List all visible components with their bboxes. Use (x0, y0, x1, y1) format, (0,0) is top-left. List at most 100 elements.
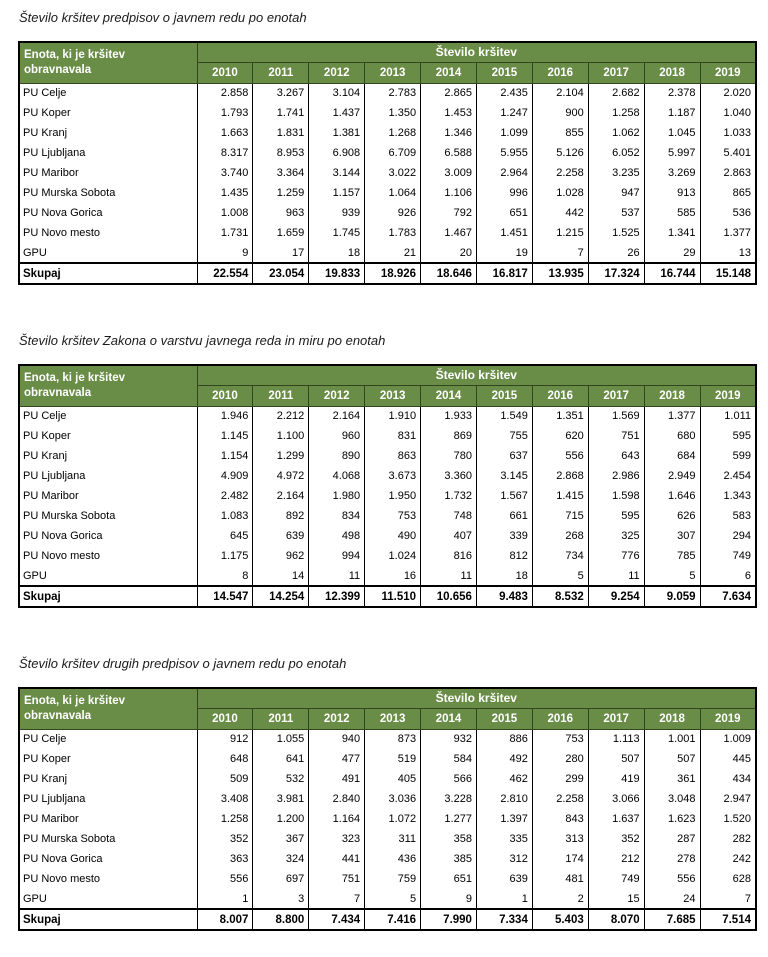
value-cell: 436 (364, 849, 422, 869)
value-cell: 1.164 (308, 809, 366, 829)
value-cell: 1.467 (420, 223, 477, 243)
value-cell: 620 (531, 426, 589, 446)
value-cell: 18 (308, 243, 366, 263)
value-cell: 445 (699, 749, 757, 769)
value-cell: 1.072 (364, 809, 422, 829)
value-cell: 492 (475, 749, 533, 769)
value-cell: 3.408 (196, 789, 254, 809)
value-cell: 1.009 (699, 729, 757, 749)
value-cell: 323 (308, 829, 366, 849)
value-cell: 537 (587, 203, 645, 223)
value-cell: 1.745 (308, 223, 366, 243)
value-cell: 7 (531, 243, 589, 263)
value-cell: 1.623 (643, 809, 701, 829)
total-value-cell: 18.926 (364, 263, 422, 284)
year-header: 2014 (420, 707, 477, 730)
unit-cell: PU Murska Sobota (18, 829, 198, 849)
violations-count-header: Število kršitev (196, 41, 757, 63)
value-cell: 1.113 (587, 729, 645, 749)
table-footer: Skupaj 14.547 14.254 12.399 11.510 10.656 9.4… (18, 586, 757, 607)
value-cell: 3.673 (364, 466, 422, 486)
value-cell: 7 (699, 889, 757, 909)
value-cell: 1.024 (364, 546, 422, 566)
total-value-cell: 14.254 (252, 586, 310, 607)
value-cell: 939 (308, 203, 366, 223)
unit-column-header: Enota, ki je kršitev obravnavala (18, 687, 198, 730)
value-cell: 639 (475, 869, 533, 889)
total-label: Skupaj (18, 586, 198, 607)
table-body: PU Celje 912 1.055 940 873 932 886 753 1.113 1.00… (18, 729, 757, 909)
value-cell: 873 (364, 729, 422, 749)
table-row: PU Murska Sobota 1.083 892 834 753 748 661 715 5… (18, 506, 757, 526)
value-cell: 1.910 (364, 406, 422, 426)
table-row: PU Koper 1.793 1.741 1.437 1.350 1.453 1.247 90… (18, 103, 757, 123)
value-cell: 3.145 (475, 466, 533, 486)
value-cell: 753 (531, 729, 589, 749)
value-cell: 5.997 (643, 143, 701, 163)
value-cell: 2.964 (475, 163, 533, 183)
value-cell: 2.258 (531, 789, 589, 809)
unit-cell: PU Ljubljana (18, 466, 198, 486)
value-cell: 1.350 (364, 103, 422, 123)
total-value-cell: 7.514 (699, 909, 757, 930)
value-cell: 3.360 (420, 466, 477, 486)
value-cell: 940 (308, 729, 366, 749)
value-cell: 680 (643, 426, 701, 446)
value-cell: 715 (531, 506, 589, 526)
total-value-cell: 9.483 (475, 586, 533, 607)
value-cell: 313 (531, 829, 589, 849)
unit-cell: PU Nova Gorica (18, 526, 198, 546)
value-cell: 507 (643, 749, 701, 769)
value-cell: 509 (196, 769, 254, 789)
value-cell: 2.947 (699, 789, 757, 809)
value-cell: 6.908 (308, 143, 366, 163)
total-value-cell: 7.634 (699, 586, 757, 607)
value-cell: 307 (643, 526, 701, 546)
value-cell: 1.793 (196, 103, 254, 123)
year-header: 2017 (587, 384, 645, 407)
value-cell: 1.215 (531, 223, 589, 243)
value-cell: 734 (531, 546, 589, 566)
table-body: PU Celje 1.946 2.212 2.164 1.910 1.933 1.549 1.… (18, 406, 757, 586)
value-cell: 1.933 (420, 406, 477, 426)
value-cell: 637 (475, 446, 533, 466)
total-value-cell: 8.070 (587, 909, 645, 930)
value-cell: 311 (364, 829, 422, 849)
value-cell: 1.525 (587, 223, 645, 243)
year-header: 2014 (420, 384, 477, 407)
value-cell: 1.001 (643, 729, 701, 749)
unit-cell: PU Kranj (18, 123, 198, 143)
value-cell: 174 (531, 849, 589, 869)
table-row: PU Nova Gorica 363 324 441 436 385 312 174 212 27… (18, 849, 757, 869)
value-cell: 5.126 (531, 143, 589, 163)
value-cell: 1.950 (364, 486, 422, 506)
value-cell: 753 (364, 506, 422, 526)
value-cell: 3 (252, 889, 310, 909)
value-cell: 15 (587, 889, 645, 909)
total-value-cell: 7.416 (364, 909, 422, 930)
value-cell: 5 (364, 889, 422, 909)
value-cell: 1.040 (699, 103, 757, 123)
total-value-cell: 8.532 (531, 586, 589, 607)
value-cell: 556 (196, 869, 254, 889)
value-cell: 278 (643, 849, 701, 869)
value-cell: 865 (699, 183, 757, 203)
year-header: 2018 (643, 384, 701, 407)
total-value-cell: 23.054 (252, 263, 310, 284)
value-cell: 3.235 (587, 163, 645, 183)
value-cell: 947 (587, 183, 645, 203)
value-cell: 2.378 (643, 83, 701, 103)
value-cell: 595 (587, 506, 645, 526)
value-cell: 1.549 (475, 406, 533, 426)
year-header: 2019 (699, 384, 757, 407)
violations-table: Enota, ki je kršitev obravnavala Število… (18, 687, 757, 931)
value-cell: 8 (196, 566, 254, 586)
value-cell: 628 (699, 869, 757, 889)
value-cell: 960 (308, 426, 366, 446)
total-value-cell: 8.007 (196, 909, 254, 930)
year-header: 2013 (364, 61, 422, 84)
value-cell: 1.377 (699, 223, 757, 243)
year-header: 2015 (475, 384, 533, 407)
value-cell: 1.646 (643, 486, 701, 506)
total-value-cell: 7.990 (420, 909, 477, 930)
